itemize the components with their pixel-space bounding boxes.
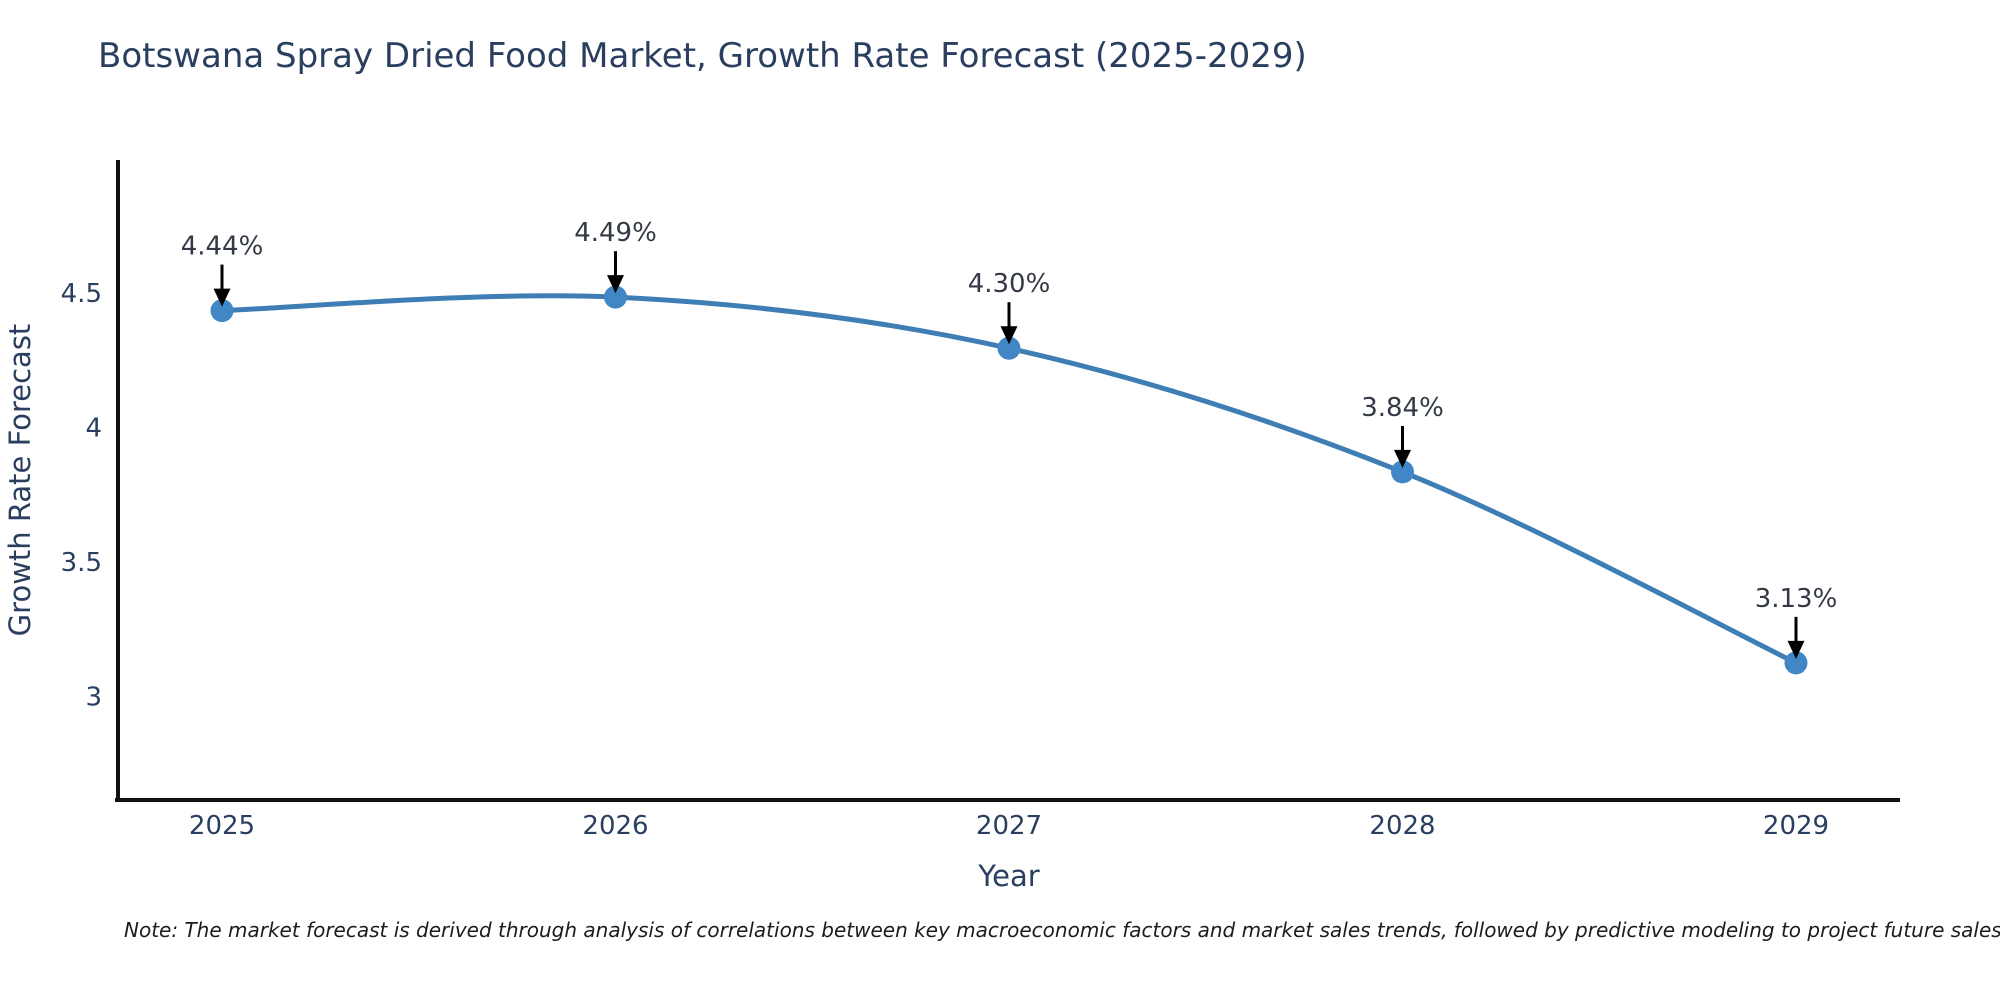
data-point-label: 3.13% (1755, 584, 1838, 614)
chart-title: Botswana Spray Dried Food Market, Growth… (98, 36, 1307, 76)
annotation-arrowhead-icon (1787, 640, 1805, 659)
annotation-arrowhead-icon (1000, 326, 1018, 345)
annotation-arrowhead-icon (213, 288, 231, 307)
x-tick-label: 2029 (1763, 811, 1829, 841)
data-point-label: 4.44% (181, 232, 264, 262)
y-tick-label: 3.5 (61, 548, 102, 578)
data-point-2025[interactable] (210, 299, 234, 323)
data-point-label: 3.84% (1361, 393, 1444, 423)
data-point-label: 4.49% (574, 218, 657, 248)
annotation-arrowhead-icon (607, 275, 624, 294)
x-tick-label: 2026 (582, 811, 648, 841)
data-point-2026[interactable] (604, 285, 627, 309)
y-tick-label: 3 (85, 682, 102, 712)
x-tick-label: 2028 (1369, 811, 1435, 841)
data-point-2029[interactable] (1784, 651, 1808, 675)
annotation-arrowhead-icon (1394, 449, 1411, 468)
x-tick-label: 2027 (976, 811, 1042, 841)
data-point-label: 4.30% (968, 269, 1051, 299)
y-tick-label: 4 (85, 413, 102, 443)
x-tick-label: 2025 (189, 811, 255, 841)
data-point-2028[interactable] (1391, 460, 1414, 484)
data-point-2027[interactable] (997, 336, 1021, 360)
x-axis-title: Year (977, 859, 1039, 893)
y-axis-title: Growth Rate Forecast (3, 324, 37, 637)
chart-footnote: Note: The market forecast is derived thr… (124, 918, 2000, 942)
y-tick-label: 4.5 (61, 279, 102, 309)
